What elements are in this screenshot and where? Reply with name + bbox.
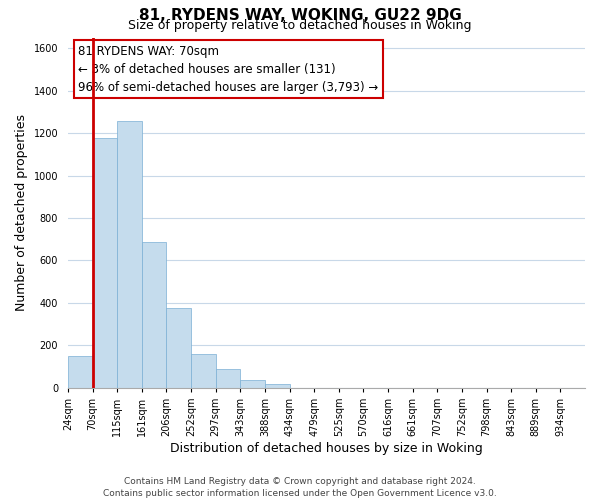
- Bar: [92, 138, 117, 388]
- Bar: [265, 384, 290, 388]
- Text: 81, RYDENS WAY, WOKING, GU22 9DG: 81, RYDENS WAY, WOKING, GU22 9DG: [139, 8, 461, 22]
- Bar: [215, 369, 240, 388]
- Bar: [68, 356, 92, 388]
- Bar: [191, 354, 215, 388]
- X-axis label: Distribution of detached houses by size in Woking: Distribution of detached houses by size …: [170, 442, 483, 455]
- Bar: [117, 122, 142, 388]
- Y-axis label: Number of detached properties: Number of detached properties: [15, 114, 28, 311]
- Text: Size of property relative to detached houses in Woking: Size of property relative to detached ho…: [128, 19, 472, 32]
- Text: 81 RYDENS WAY: 70sqm
← 3% of detached houses are smaller (131)
96% of semi-detac: 81 RYDENS WAY: 70sqm ← 3% of detached ho…: [78, 44, 379, 94]
- Bar: [142, 242, 166, 388]
- Bar: [166, 308, 191, 388]
- Bar: [240, 380, 265, 388]
- Text: Contains HM Land Registry data © Crown copyright and database right 2024.
Contai: Contains HM Land Registry data © Crown c…: [103, 476, 497, 498]
